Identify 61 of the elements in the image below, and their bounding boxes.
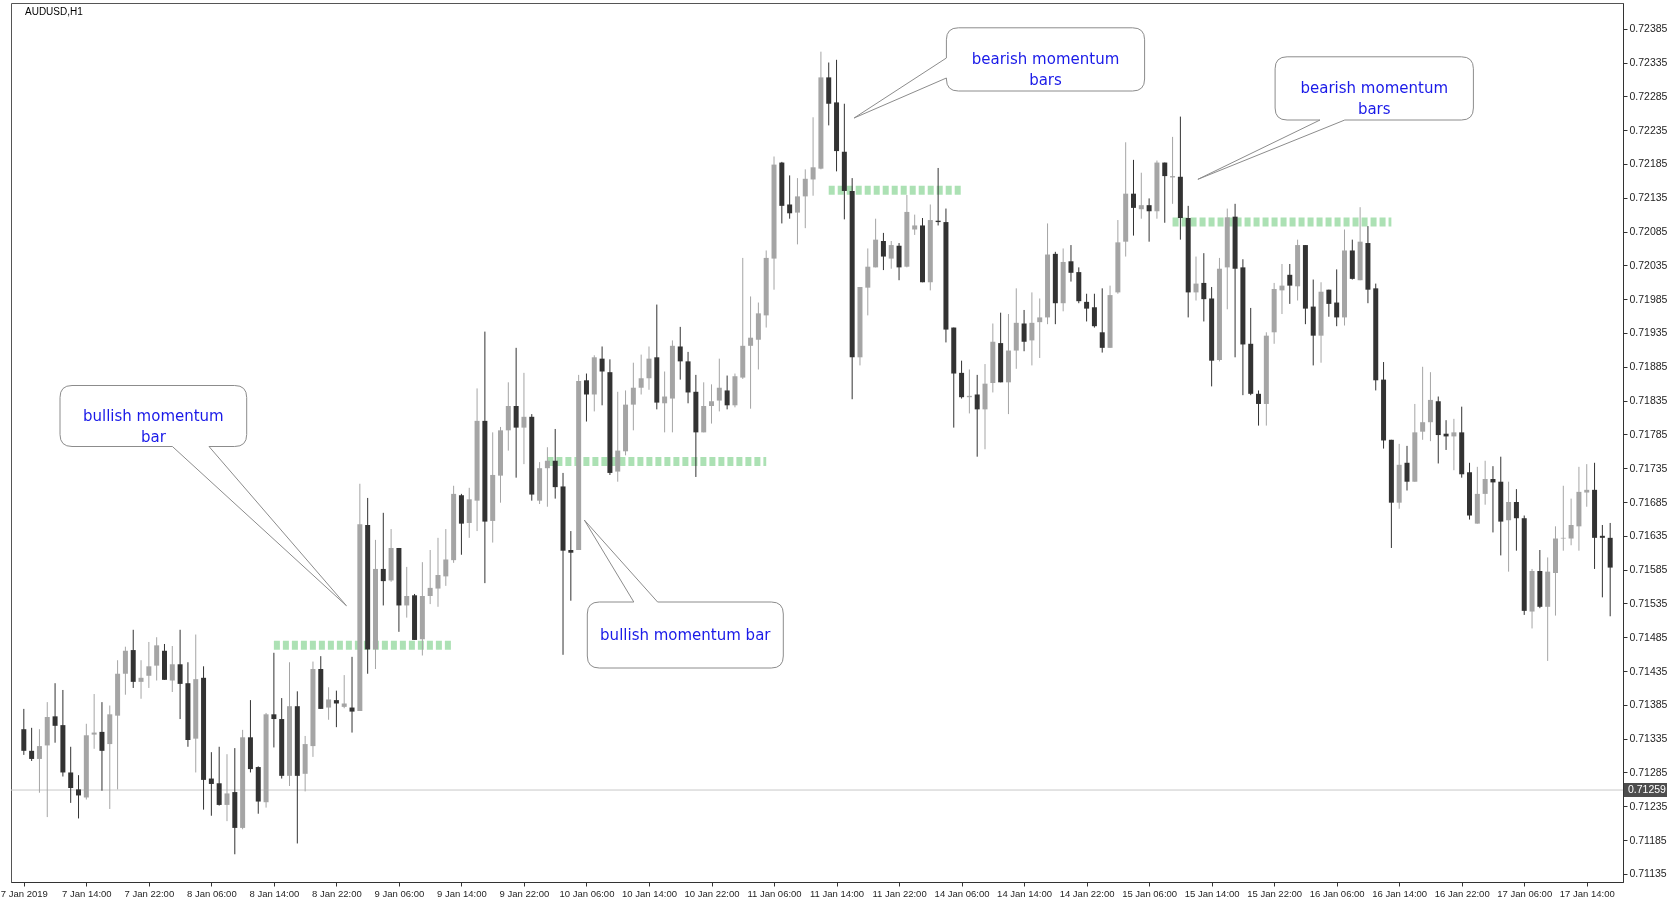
annotation: bullish momentum bar <box>600 626 772 644</box>
chart-title: AUDUSD,H1 <box>25 6 84 17</box>
y-tick-label: 0.72335 <box>1629 56 1668 68</box>
annotation: bullish momentum bar <box>82 407 224 446</box>
candlestick <box>912 214 918 236</box>
x-tick-label: 9 Jan 22:00 <box>499 887 550 899</box>
x-tick-label: 15 Jan 14:00 <box>1184 887 1240 899</box>
y-tick-label: 0.71435 <box>1629 664 1668 677</box>
x-tick-label: 10 Jan 06:00 <box>559 887 615 899</box>
x-tick-label: 8 Jan 14:00 <box>249 887 300 899</box>
x-tick-label: 8 Jan 06:00 <box>187 887 237 899</box>
x-tick-label: 15 Jan 06:00 <box>1122 887 1178 899</box>
y-tick-label: 0.71235 <box>1629 799 1668 812</box>
y-tick-label: 0.71285 <box>1629 765 1668 778</box>
x-tick-label: 11 Jan 06:00 <box>747 887 802 899</box>
y-tick-label: 0.71585 <box>1629 563 1668 576</box>
y-tick-label: 0.72035 <box>1629 258 1668 271</box>
x-tick-label: 17 Jan 14:00 <box>1559 887 1615 899</box>
x-tick-label: 14 Jan 22:00 <box>1059 887 1115 899</box>
y-tick-label: 0.72085 <box>1629 225 1668 238</box>
y-tick-label: 0.71835 <box>1629 394 1668 407</box>
x-tick-label: 16 Jan 22:00 <box>1434 887 1490 899</box>
x-tick-label: 8 Jan 22:00 <box>312 887 362 899</box>
y-tick-label: 0.72235 <box>1629 123 1668 136</box>
y-tick-label: 0.72135 <box>1629 191 1668 204</box>
y-tick-label: 0.71485 <box>1629 630 1668 643</box>
x-tick-label: 14 Jan 14:00 <box>997 887 1053 899</box>
y-tick-label: 0.72185 <box>1629 157 1668 170</box>
x-tick-label: 11 Jan 14:00 <box>809 887 865 899</box>
ref-line-label: 0.71259 <box>1628 783 1667 796</box>
x-tick-label: 11 Jan 22:00 <box>872 887 927 899</box>
y-tick-label: 0.71185 <box>1629 833 1667 846</box>
x-tick-label: 16 Jan 06:00 <box>1309 887 1365 899</box>
x-tick-label: 9 Jan 14:00 <box>437 887 487 899</box>
y-tick-label: 0.71985 <box>1629 292 1668 305</box>
y-tick-label: 0.71535 <box>1629 596 1668 609</box>
candlestick <box>341 674 347 709</box>
x-tick-label: 15 Jan 22:00 <box>1247 887 1303 899</box>
y-tick-label: 0.71885 <box>1629 360 1668 373</box>
x-tick-label: 10 Jan 22:00 <box>684 887 740 899</box>
y-tick-label: 0.71685 <box>1629 495 1668 508</box>
y-tick-label: 0.71735 <box>1629 461 1668 474</box>
y-tick-label: 0.71935 <box>1629 326 1668 339</box>
candlestick <box>1560 485 1566 552</box>
x-tick-label: 7 Jan 2019 <box>0 887 48 899</box>
y-tick-label: 0.72285 <box>1629 89 1668 102</box>
y-tick-label: 0.71785 <box>1629 427 1668 440</box>
annotation: bearish momentum bars <box>1300 79 1449 119</box>
y-tick-label: 0.72385 <box>1629 22 1668 35</box>
x-tick-label: 7 Jan 22:00 <box>124 887 175 899</box>
y-tick-label: 0.71335 <box>1629 732 1668 745</box>
x-tick-label: 9 Jan 06:00 <box>374 887 425 899</box>
x-tick-label: 16 Jan 14:00 <box>1372 887 1428 899</box>
annotation: bearish momentum bars <box>971 50 1120 90</box>
x-tick-label: 17 Jan 06:00 <box>1497 887 1553 899</box>
y-tick-label: 0.71385 <box>1629 698 1668 711</box>
x-tick-label: 10 Jan 14:00 <box>622 887 677 899</box>
y-tick-label: 0.71635 <box>1629 529 1668 542</box>
x-tick-label: 7 Jan 14:00 <box>62 887 112 899</box>
x-tick-label: 14 Jan 06:00 <box>934 887 990 899</box>
y-tick-label: 0.71135 <box>1629 867 1667 880</box>
